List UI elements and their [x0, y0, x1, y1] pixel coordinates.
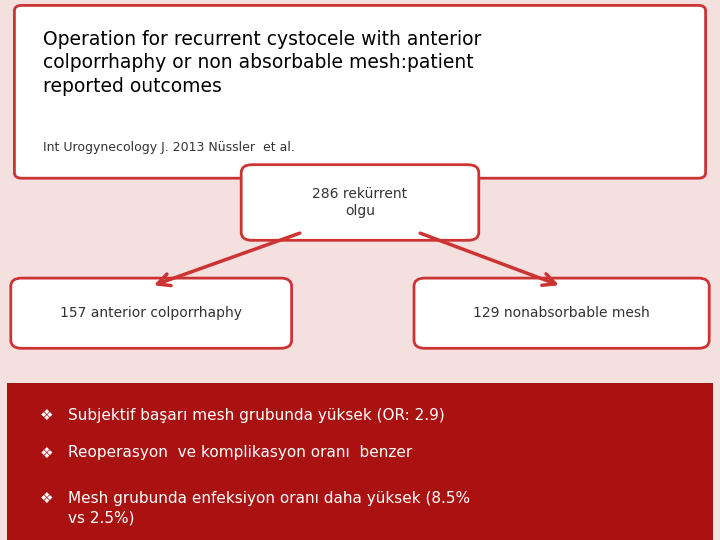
FancyBboxPatch shape: [414, 278, 709, 348]
Text: ❖: ❖: [40, 491, 53, 507]
FancyBboxPatch shape: [241, 165, 479, 240]
Text: Subjektif başarı mesh grubunda yüksek (OR: 2.9): Subjektif başarı mesh grubunda yüksek (O…: [68, 408, 445, 423]
FancyBboxPatch shape: [11, 278, 292, 348]
FancyBboxPatch shape: [0, 178, 720, 378]
Text: Int Urogynecology J. 2013 Nüssler  et al.: Int Urogynecology J. 2013 Nüssler et al.: [43, 141, 295, 154]
Text: 129 nonabsorbable mesh: 129 nonabsorbable mesh: [473, 306, 650, 320]
Text: 157 anterior colporrhaphy: 157 anterior colporrhaphy: [60, 306, 242, 320]
Text: 286 rekürrent
olgu: 286 rekürrent olgu: [312, 187, 408, 218]
Text: Operation for recurrent cystocele with anterior
colporrhaphy or non absorbable m: Operation for recurrent cystocele with a…: [43, 30, 482, 96]
FancyBboxPatch shape: [14, 5, 706, 178]
FancyBboxPatch shape: [7, 383, 713, 540]
Text: Mesh grubunda enfeksiyon oranı daha yüksek (8.5%
vs 2.5%): Mesh grubunda enfeksiyon oranı daha yüks…: [68, 491, 471, 525]
Text: Reoperasyon  ve komplikasyon oranı  benzer: Reoperasyon ve komplikasyon oranı benzer: [68, 446, 413, 461]
Text: ❖: ❖: [40, 408, 53, 423]
Text: ❖: ❖: [40, 446, 53, 461]
